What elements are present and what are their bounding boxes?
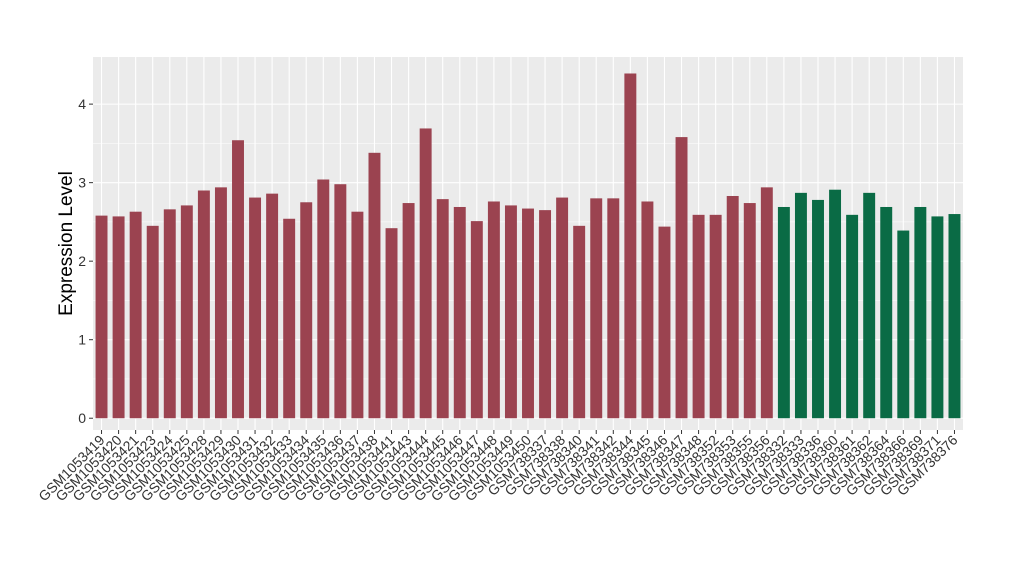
bar-GSM738360 bbox=[829, 189, 842, 419]
bar-GSM738332 bbox=[777, 206, 790, 419]
bar-GSM1053436 bbox=[334, 184, 347, 419]
bar-GSM738347 bbox=[675, 137, 688, 419]
bar-GSM738340 bbox=[573, 225, 586, 419]
bar-GSM1053450 bbox=[522, 208, 534, 419]
bar-GSM1053420 bbox=[112, 216, 125, 419]
bar-GSM1053448 bbox=[487, 201, 500, 419]
bar-GSM738362 bbox=[863, 192, 876, 419]
bar-GSM738356 bbox=[760, 187, 773, 419]
bar-GSM1053437 bbox=[351, 211, 364, 419]
bar-GSM1053445 bbox=[436, 199, 449, 419]
bar-GSM1053431 bbox=[249, 197, 262, 419]
bar-GSM1053432 bbox=[266, 193, 279, 419]
bar-GSM738346 bbox=[658, 226, 671, 419]
bar-GSM738369 bbox=[914, 206, 927, 419]
bar-GSM738344 bbox=[624, 73, 637, 419]
bar-GSM1053424 bbox=[163, 209, 176, 419]
bar-GSM1053429 bbox=[214, 187, 227, 419]
bar-GSM1053428 bbox=[197, 190, 210, 419]
bar-GSM738348 bbox=[692, 214, 705, 419]
bar-GSM1053421 bbox=[129, 211, 142, 419]
bar-GSM1053444 bbox=[419, 128, 432, 419]
y-tick-label: 4 bbox=[78, 96, 86, 112]
bar-GSM1053443 bbox=[402, 203, 415, 419]
bar-GSM738337 bbox=[539, 210, 552, 419]
bar-GSM1053423 bbox=[146, 225, 159, 419]
bar-GSM1053433 bbox=[283, 218, 296, 419]
bar-GSM1053449 bbox=[504, 205, 517, 419]
bar-GSM738371 bbox=[931, 216, 944, 419]
bar-GSM738352 bbox=[709, 214, 722, 419]
y-tick-label: 3 bbox=[78, 175, 86, 191]
y-axis-label: Expression Level bbox=[56, 171, 77, 316]
bar-GSM738364 bbox=[880, 206, 893, 419]
bar-GSM738361 bbox=[846, 214, 859, 419]
bar-GSM738355 bbox=[743, 203, 756, 419]
y-tick-label: 2 bbox=[78, 253, 86, 269]
bar-GSM1053447 bbox=[470, 221, 483, 419]
bar-GSM1053435 bbox=[317, 179, 330, 419]
bar-GSM738376 bbox=[948, 214, 961, 419]
bar-GSM738333 bbox=[794, 192, 807, 419]
bar-GSM738342 bbox=[607, 198, 620, 419]
bar-GSM1053425 bbox=[180, 205, 193, 419]
x-axis: GSM1053419GSM1053420GSM1053421GSM1053423… bbox=[35, 430, 961, 504]
y-tick-label: 0 bbox=[78, 410, 86, 426]
bar-GSM738366 bbox=[897, 230, 910, 419]
bar-GSM738338 bbox=[556, 197, 569, 419]
bar-GSM738353 bbox=[726, 195, 739, 419]
bar-GSM738345 bbox=[641, 201, 654, 419]
bar-GSM1053438 bbox=[368, 152, 381, 419]
bar-GSM1053446 bbox=[453, 206, 466, 419]
bars bbox=[95, 73, 961, 419]
bar-GSM738336 bbox=[812, 199, 824, 419]
y-axis: 0 1 2 3 4 bbox=[78, 96, 93, 426]
bar-GSM1053441 bbox=[385, 228, 398, 419]
bar-GSM738341 bbox=[590, 198, 603, 419]
bar-GSM1053419 bbox=[95, 215, 108, 419]
y-tick-label: 1 bbox=[78, 332, 86, 348]
bar-GSM1053434 bbox=[300, 202, 313, 419]
bar-GSM1053430 bbox=[232, 140, 244, 419]
